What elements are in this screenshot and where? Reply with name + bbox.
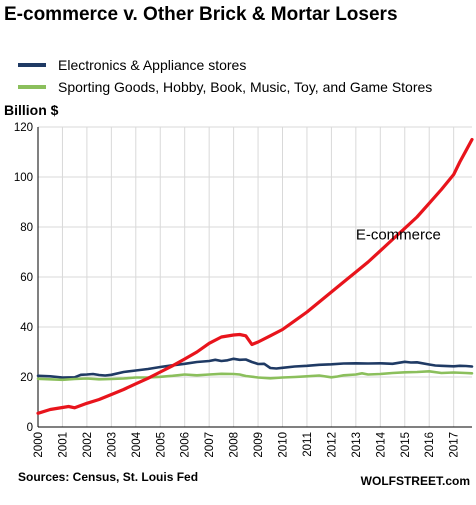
legend-swatch-electronics <box>18 63 46 67</box>
x-tick-label: 2001 <box>57 432 69 458</box>
x-tick-label: 2016 <box>424 432 436 458</box>
e-commerce-annotation: E-commerce <box>356 227 441 244</box>
x-tick-label: 2003 <box>106 432 118 458</box>
y-tick-label: 120 <box>14 122 33 134</box>
series-line-electronics <box>36 357 474 379</box>
legend-label-sporting-goods: Sporting Goods, Hobby, Book, Music, Toy,… <box>58 79 433 95</box>
y-tick-label: 60 <box>20 272 33 284</box>
chart-title: E-commerce v. Other Brick & Mortar Loser… <box>4 4 398 25</box>
y-tick-label: 0 <box>27 422 33 434</box>
x-tick-label: 2010 <box>278 432 290 458</box>
x-tick-label: 2002 <box>82 432 94 458</box>
x-tick-label: 2007 <box>204 432 216 458</box>
y-axis-label: Billion $ <box>4 102 59 118</box>
legend: Electronics & Appliance stores Sporting … <box>18 54 432 98</box>
legend-swatch-sporting-goods <box>18 85 46 89</box>
x-tick-label: 2005 <box>155 432 167 458</box>
x-tick-label: 2011 <box>302 432 314 457</box>
legend-item-sporting-goods: Sporting Goods, Hobby, Book, Music, Toy,… <box>18 76 432 98</box>
series-line-e-commerce <box>36 137 474 415</box>
x-tick-label: 2015 <box>400 432 412 458</box>
source-note: Sources: Census, St. Louis Fed <box>18 470 199 484</box>
x-tick-label: 2017 <box>449 432 461 458</box>
x-tick-label: 2012 <box>326 432 338 458</box>
x-tick-label: 2006 <box>180 432 192 458</box>
y-tick-label: 40 <box>20 322 33 334</box>
x-tick-label: 2000 <box>33 432 45 458</box>
y-tick-label: 20 <box>20 372 33 384</box>
x-tick-label: 2014 <box>375 431 387 457</box>
y-tick-label: 80 <box>20 222 33 234</box>
x-tick-label: 2008 <box>229 432 241 458</box>
series-line-sporting-goods <box>36 370 474 382</box>
legend-item-electronics: Electronics & Appliance stores <box>18 54 432 76</box>
x-tick-label: 2004 <box>131 431 143 457</box>
x-tick-label: 2009 <box>253 432 265 458</box>
brand-logo: WOLFSTREET.com <box>360 474 470 488</box>
x-tick-label: 2013 <box>351 432 363 458</box>
legend-label-electronics: Electronics & Appliance stores <box>58 57 247 73</box>
y-tick-label: 100 <box>14 172 33 184</box>
